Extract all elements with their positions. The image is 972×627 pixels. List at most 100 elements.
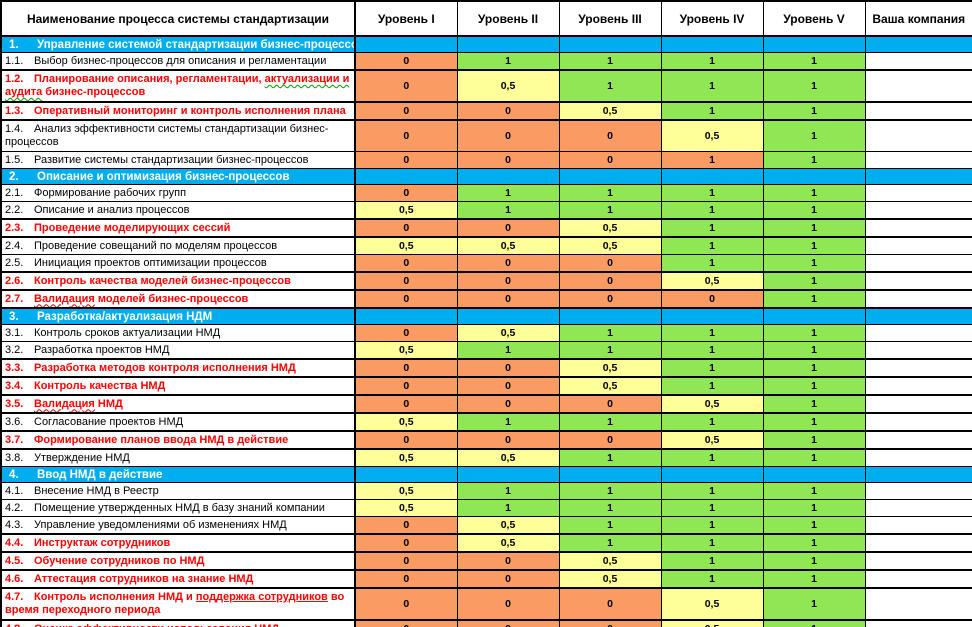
level-value-cell[interactable]: 0 [354,430,458,450]
level-value-cell[interactable]: 0,5 [354,412,458,432]
level-value-cell[interactable]: 0 [354,516,458,535]
level-value-cell[interactable]: 1 [456,482,560,500]
level-value-cell[interactable]: 0,5 [456,236,560,255]
level-value-cell[interactable]: 0 [354,69,458,103]
level-value-cell[interactable]: 1 [762,201,866,220]
level-value-cell[interactable]: 0 [456,394,560,414]
level-value-cell[interactable]: 0 [354,569,458,589]
level-value-cell[interactable]: 1 [762,289,866,309]
level-value-cell[interactable]: 0 [558,394,662,414]
level-value-cell[interactable]: 1 [558,184,662,202]
your-company-cell[interactable] [864,236,972,255]
level-value-cell[interactable]: 1 [660,69,764,103]
level-value-cell[interactable]: 0,5 [660,394,764,414]
level-value-cell[interactable]: 1 [762,412,866,432]
level-value-cell[interactable]: 1 [456,184,560,202]
level-value-cell[interactable]: 1 [660,482,764,500]
level-value-cell[interactable]: 1 [558,533,662,553]
level-value-cell[interactable]: 1 [660,533,764,553]
level-value-cell[interactable]: 0 [456,218,560,238]
level-value-cell[interactable]: 0 [354,151,458,169]
level-value-cell[interactable]: 0 [456,569,560,589]
level-value-cell[interactable]: 1 [456,52,560,71]
level-value-cell[interactable]: 1 [762,101,866,121]
level-value-cell[interactable]: 0,5 [660,271,764,291]
level-value-cell[interactable]: 0 [558,289,662,309]
level-value-cell[interactable]: 0 [354,271,458,291]
level-value-cell[interactable]: 0 [558,254,662,273]
level-value-cell[interactable]: 1 [762,324,866,342]
level-value-cell[interactable]: 1 [456,341,560,360]
your-company-cell[interactable] [864,52,972,71]
level-value-cell[interactable]: 1 [660,101,764,121]
level-value-cell[interactable]: 1 [762,254,866,273]
level-value-cell[interactable]: 1 [558,412,662,432]
level-value-cell[interactable]: 0 [558,119,662,152]
level-value-cell[interactable]: 0 [354,358,458,378]
your-company-cell[interactable] [864,289,972,309]
level-value-cell[interactable]: 1 [558,341,662,360]
level-value-cell[interactable]: 1 [660,151,764,169]
level-value-cell[interactable]: 1 [660,569,764,589]
level-value-cell[interactable]: 1 [558,448,662,467]
level-value-cell[interactable]: 0,5 [354,448,458,467]
level-value-cell[interactable]: 0 [558,430,662,450]
level-value-cell[interactable]: 0 [558,151,662,169]
level-value-cell[interactable]: 0,5 [660,430,764,450]
level-value-cell[interactable]: 1 [762,394,866,414]
level-value-cell[interactable]: 1 [660,184,764,202]
level-value-cell[interactable]: 1 [558,52,662,71]
level-value-cell[interactable]: 0 [558,619,662,627]
level-value-cell[interactable]: 0 [354,289,458,309]
level-value-cell[interactable]: 1 [660,358,764,378]
level-value-cell[interactable]: 1 [660,516,764,535]
level-value-cell[interactable]: 0 [558,271,662,291]
level-value-cell[interactable]: 0 [354,254,458,273]
level-value-cell[interactable]: 0 [456,430,560,450]
level-value-cell[interactable]: 0 [354,184,458,202]
level-value-cell[interactable]: 1 [762,184,866,202]
level-value-cell[interactable]: 0 [456,551,560,571]
level-value-cell[interactable]: 0,5 [456,448,560,467]
level-value-cell[interactable]: 1 [762,430,866,450]
level-value-cell[interactable]: 0 [354,119,458,152]
your-company-cell[interactable] [864,119,972,152]
level-value-cell[interactable]: 1 [762,69,866,103]
level-value-cell[interactable]: 1 [660,52,764,71]
your-company-cell[interactable] [864,619,972,627]
level-value-cell[interactable]: 0 [456,376,560,396]
level-value-cell[interactable]: 0,5 [456,324,560,342]
level-value-cell[interactable]: 0,5 [660,619,764,627]
your-company-cell[interactable] [864,412,972,432]
level-value-cell[interactable]: 0 [354,101,458,121]
level-value-cell[interactable]: 0,5 [456,69,560,103]
your-company-cell[interactable] [864,69,972,103]
level-value-cell[interactable]: 1 [660,218,764,238]
your-company-cell[interactable] [864,341,972,360]
level-value-cell[interactable]: 0 [456,271,560,291]
your-company-cell[interactable] [864,569,972,589]
level-value-cell[interactable]: 1 [558,201,662,220]
level-value-cell[interactable]: 1 [558,324,662,342]
level-value-cell[interactable]: 0 [456,358,560,378]
level-value-cell[interactable]: 0 [354,619,458,627]
your-company-cell[interactable] [864,254,972,273]
level-value-cell[interactable]: 0 [354,551,458,571]
level-value-cell[interactable]: 0,5 [354,482,458,500]
level-value-cell[interactable]: 1 [456,499,560,517]
level-value-cell[interactable]: 0 [354,324,458,342]
your-company-cell[interactable] [864,394,972,414]
your-company-cell[interactable] [864,499,972,517]
level-value-cell[interactable]: 1 [558,69,662,103]
level-value-cell[interactable]: 1 [762,516,866,535]
level-value-cell[interactable]: 0,5 [558,358,662,378]
level-value-cell[interactable]: 1 [660,201,764,220]
level-value-cell[interactable]: 1 [660,412,764,432]
level-value-cell[interactable]: 0 [354,376,458,396]
level-value-cell[interactable]: 0,5 [558,101,662,121]
level-value-cell[interactable]: 1 [660,236,764,255]
level-value-cell[interactable]: 1 [762,271,866,291]
your-company-cell[interactable] [864,101,972,121]
level-value-cell[interactable]: 1 [762,119,866,152]
level-value-cell[interactable]: 0,5 [456,516,560,535]
